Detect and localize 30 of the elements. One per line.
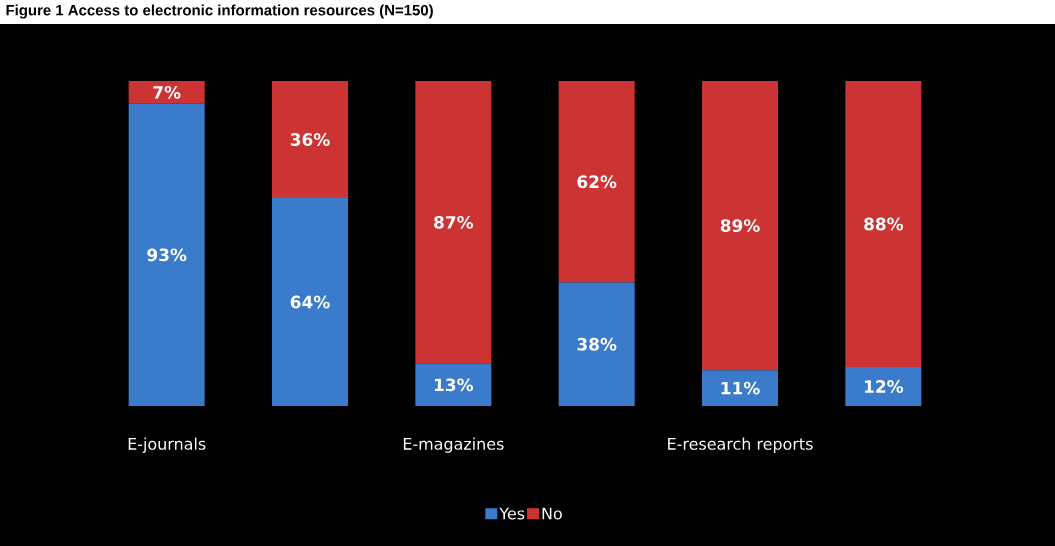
data-label: 64% <box>290 295 330 309</box>
data-label: 12% <box>864 380 904 393</box>
data-label: 11% <box>721 381 760 395</box>
x-tick-label: E-journals <box>128 437 206 453</box>
data-label: 87% <box>434 215 474 229</box>
bar <box>702 81 779 371</box>
data-label: 88% <box>864 217 904 231</box>
bar <box>415 81 492 364</box>
legend-label: No <box>542 507 562 520</box>
bar <box>128 103 205 406</box>
data-label: 93% <box>147 248 187 262</box>
bar <box>128 81 205 104</box>
x-tick-label: E-research reports <box>668 437 813 453</box>
data-label: 38% <box>577 337 617 351</box>
x-tick-label: E-magazines <box>403 437 504 453</box>
legend-label: Yes <box>499 507 525 520</box>
bar <box>558 282 635 406</box>
data-label: 13% <box>434 378 474 392</box>
data-label: 89% <box>720 219 760 233</box>
data-label: 7% <box>153 85 181 99</box>
chart-title: Figure 1 Access to electronic information resources (N=150) <box>6 4 433 19</box>
bar <box>272 198 348 406</box>
data-label: 62% <box>577 175 617 189</box>
bar <box>558 81 635 283</box>
data-label: 36% <box>290 133 330 146</box>
bar <box>702 370 779 406</box>
bar <box>272 81 348 198</box>
bar <box>415 363 492 406</box>
bar <box>845 367 922 406</box>
bar <box>845 81 922 367</box>
